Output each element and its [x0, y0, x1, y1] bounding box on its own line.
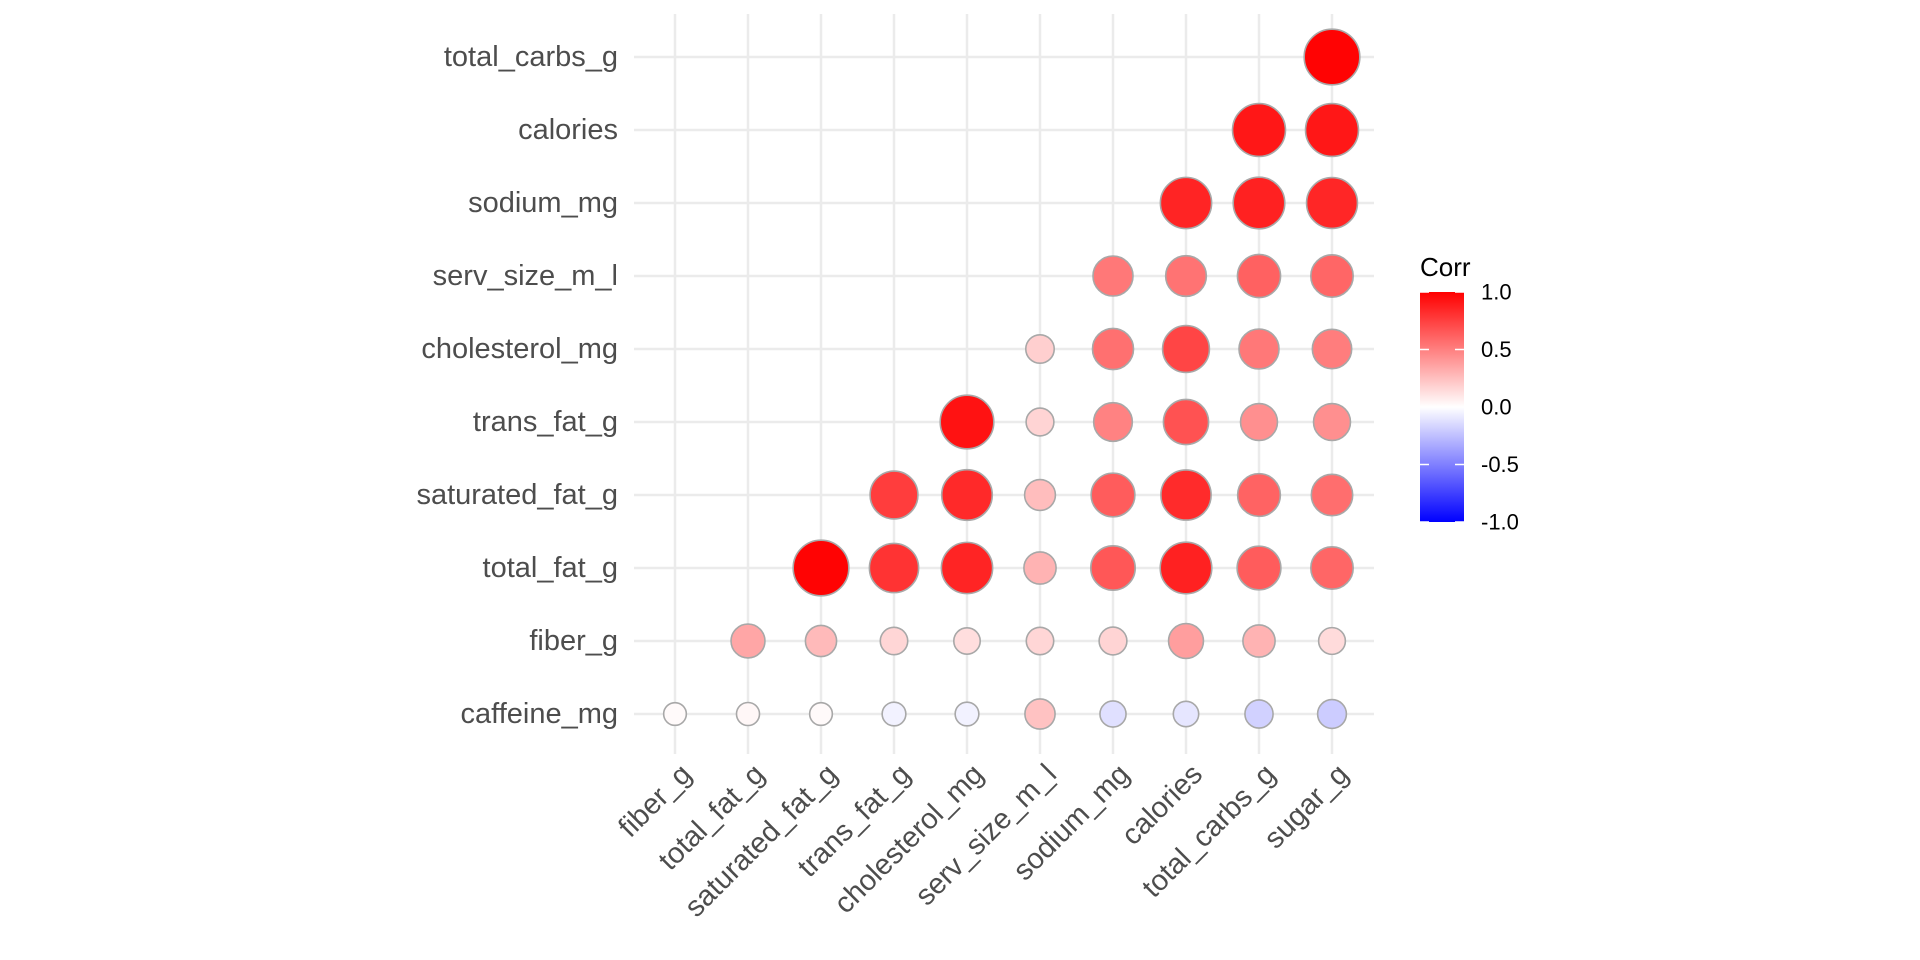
corr-circle-total_fat_g-caffeine_mg [735, 701, 761, 727]
legend-title: Corr [1420, 252, 1471, 282]
corr-circle-total_carbs_g-sodium_mg [1232, 176, 1286, 230]
corr-circle-total_carbs_g-saturated_fat_g [1236, 472, 1282, 518]
corr-circle-sodium_mg-serv_size_m_l [1092, 255, 1134, 297]
corr-circle-trans_fat_g-caffeine_mg [881, 701, 907, 727]
corr-circle-fiber_g-caffeine_mg [662, 701, 688, 727]
corr-circle-serv_size_m_l-trans_fat_g [1025, 407, 1055, 437]
corr-circle-saturated_fat_g-caffeine_mg [808, 701, 834, 727]
corr-circle-calories-serv_size_m_l [1164, 254, 1208, 298]
legend-tick-label: -0.5 [1481, 452, 1519, 477]
corr-circle-calories-trans_fat_g [1162, 398, 1210, 446]
corr-circle-sugar_g-cholesterol_mg [1311, 328, 1353, 370]
y-tick-label-calories: calories [518, 114, 618, 146]
corr-circle-sugar_g-trans_fat_g [1312, 402, 1352, 442]
corr-circle-cholesterol_mg-saturated_fat_g [940, 468, 994, 522]
y-tick-label-serv_size_m_l: serv_size_m_l [433, 260, 618, 292]
legend-tick-label: 1.0 [1481, 280, 1512, 305]
corr-circle-cholesterol_mg-caffeine_mg [954, 701, 980, 727]
legend-ticks: 1.0 0.5 0.0 -0.5 -1.0 [1420, 280, 1519, 535]
corr-circle-trans_fat_g-fiber_g [879, 626, 909, 656]
legend-tick-label: 0.0 [1481, 395, 1512, 420]
corr-circle-sugar_g-serv_size_m_l [1310, 254, 1355, 299]
corr-circle-sodium_mg-caffeine_mg [1099, 700, 1127, 728]
corr-circle-total_carbs_g-trans_fat_g [1239, 402, 1279, 442]
corr-circle-sodium_mg-trans_fat_g [1092, 401, 1134, 443]
corr-circle-serv_size_m_l-saturated_fat_g [1023, 478, 1057, 512]
corr-circle-serv_size_m_l-caffeine_mg [1024, 698, 1056, 730]
corr-circle-calories-caffeine_mg [1172, 700, 1200, 728]
corr-circle-serv_size_m_l-cholesterol_mg [1024, 333, 1056, 365]
corr-circle-sugar_g-fiber_g [1317, 626, 1347, 656]
corr-circle-trans_fat_g-total_fat_g [868, 542, 920, 594]
corr-circle-total_carbs_g-caffeine_mg [1244, 699, 1274, 729]
legend-tick-label: -1.0 [1481, 510, 1519, 535]
corr-circle-sugar_g-caffeine_mg [1316, 698, 1348, 730]
corr-circle-sodium_mg-fiber_g [1098, 626, 1128, 656]
color-legend: Corr 1.0 0.5 0.0 -0.5 -1.0 [1420, 252, 1519, 535]
y-tick-label-sodium_mg: sodium_mg [468, 187, 618, 219]
corr-circle-sodium_mg-cholesterol_mg [1091, 327, 1135, 371]
corr-circle-sugar_g-total_carbs_g [1303, 28, 1361, 86]
corr-circle-cholesterol_mg-fiber_g [952, 626, 982, 656]
x-axis-tick-labels: fiber_gtotal_fat_gsaturated_fat_gtrans_f… [613, 758, 1355, 923]
corr-circle-total_carbs_g-total_fat_g [1236, 545, 1282, 591]
corr-circle-total_carbs_g-serv_size_m_l [1236, 253, 1282, 299]
corr-circle-total_fat_g-fiber_g [730, 623, 766, 659]
corr-circle-sugar_g-total_fat_g [1310, 545, 1355, 590]
corr-circle-saturated_fat_g-fiber_g [804, 624, 838, 658]
corr-circle-sodium_mg-total_fat_g [1089, 544, 1137, 592]
y-axis-tick-labels: caffeine_mg fiber_g total_fat_g saturated_f… [416, 41, 618, 730]
corr-circle-sugar_g-sodium_mg [1305, 176, 1359, 230]
y-tick-label-total_carbs_g: total_carbs_g [444, 41, 618, 73]
corr-circle-serv_size_m_l-total_fat_g [1023, 551, 1057, 585]
corr-circle-sugar_g-calories [1304, 102, 1360, 158]
y-tick-label-caffeine_mg: caffeine_mg [461, 698, 618, 730]
corr-circle-cholesterol_mg-trans_fat_g [939, 394, 995, 450]
corr-circle-total_carbs_g-calories [1231, 102, 1287, 158]
corr-circle-calories-cholesterol_mg [1161, 324, 1211, 374]
corr-circle-total_carbs_g-cholesterol_mg [1238, 328, 1280, 370]
y-tick-label-cholesterol_mg: cholesterol_mg [421, 333, 618, 365]
corr-circle-serv_size_m_l-fiber_g [1025, 626, 1055, 656]
corr-circle-sodium_mg-saturated_fat_g [1090, 472, 1136, 518]
correlation-circles [662, 28, 1361, 730]
corr-circle-total_carbs_g-fiber_g [1242, 624, 1276, 658]
y-tick-label-total_fat_g: total_fat_g [483, 552, 618, 584]
corr-circle-calories-fiber_g [1167, 622, 1205, 660]
corr-circle-cholesterol_mg-total_fat_g [940, 541, 994, 595]
corr-circle-sugar_g-saturated_fat_g [1310, 473, 1354, 517]
corr-circle-trans_fat_g-saturated_fat_g [869, 470, 919, 520]
y-tick-label-saturated_fat_g: saturated_fat_g [416, 479, 618, 511]
corr-circle-calories-saturated_fat_g [1160, 469, 1212, 521]
y-tick-label-trans_fat_g: trans_fat_g [473, 406, 618, 438]
corr-circle-calories-total_fat_g [1159, 541, 1213, 595]
y-tick-label-fiber_g: fiber_g [529, 625, 618, 657]
corr-circle-calories-sodium_mg [1159, 176, 1213, 230]
legend-tick-label: 0.5 [1481, 337, 1512, 362]
corr-circle-saturated_fat_g-total_fat_g [792, 539, 850, 597]
